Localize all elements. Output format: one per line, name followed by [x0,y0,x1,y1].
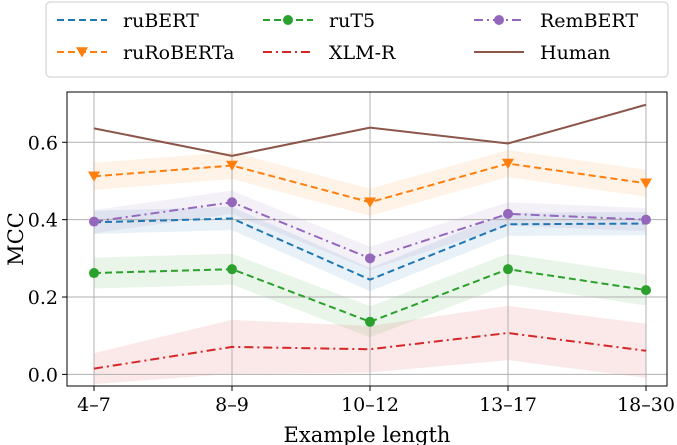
rembert-point [227,197,237,208]
rubert-line [93,217,647,281]
x-tick-label: 8–9 [215,394,249,416]
legend-ruroberta-label: ruRoBERTa [123,42,234,64]
x-tick-label: 4–7 [77,394,111,416]
x-axis-label: Example length [284,423,451,445]
legend-rubert-label: ruBERT [123,10,199,32]
xlm-r-line [93,331,647,370]
legend: ruBERT ruRoBERTa ruT5 XLM-R RemBERT Human [45,1,669,78]
series-markers [88,158,652,327]
rembert-point [503,208,513,219]
rut5-line [93,268,647,323]
rut5-point [503,264,513,275]
rembert-point [641,214,651,225]
human-line [93,103,647,157]
rut5-point [89,268,99,279]
legend-rembert-marker [494,15,504,25]
rembert-point [365,253,375,264]
plot-frame [66,91,668,387]
ruroberta-point [640,178,652,189]
y-tick-label: 0.2 [28,287,58,309]
legend-human-label: Human [540,42,610,64]
x-axis: 4–7 8–9 10–12 13–17 18–30 [77,386,675,416]
x-tick-label: 10–12 [341,394,399,416]
ruroberta-point [88,171,100,182]
rut5-point [365,316,375,327]
y-tick-label: 0.0 [28,364,58,386]
x-tick-label: 18–30 [617,394,675,416]
y-axis-label: MCC [4,212,28,266]
y-tick-label: 0.6 [28,132,58,154]
legend-ruroberta-marker [76,47,88,58]
legend-rut5-label: ruT5 [329,10,375,32]
rembert-point [89,216,99,227]
y-axis: 0.0 0.2 0.4 0.6 [28,132,67,386]
rut5-point [227,264,237,275]
ruroberta-point [364,197,376,208]
ruroberta-point [226,160,238,171]
legend-rembert-label: RemBERT [540,10,638,32]
grid [67,92,667,386]
x-tick-label: 13–17 [479,394,537,416]
y-tick-label: 0.4 [28,210,58,232]
legend-xlm-r-label: XLM-R [329,42,396,64]
ruroberta-point [502,158,514,169]
legend-rut5-marker [283,15,293,25]
rut5-point [641,285,651,296]
